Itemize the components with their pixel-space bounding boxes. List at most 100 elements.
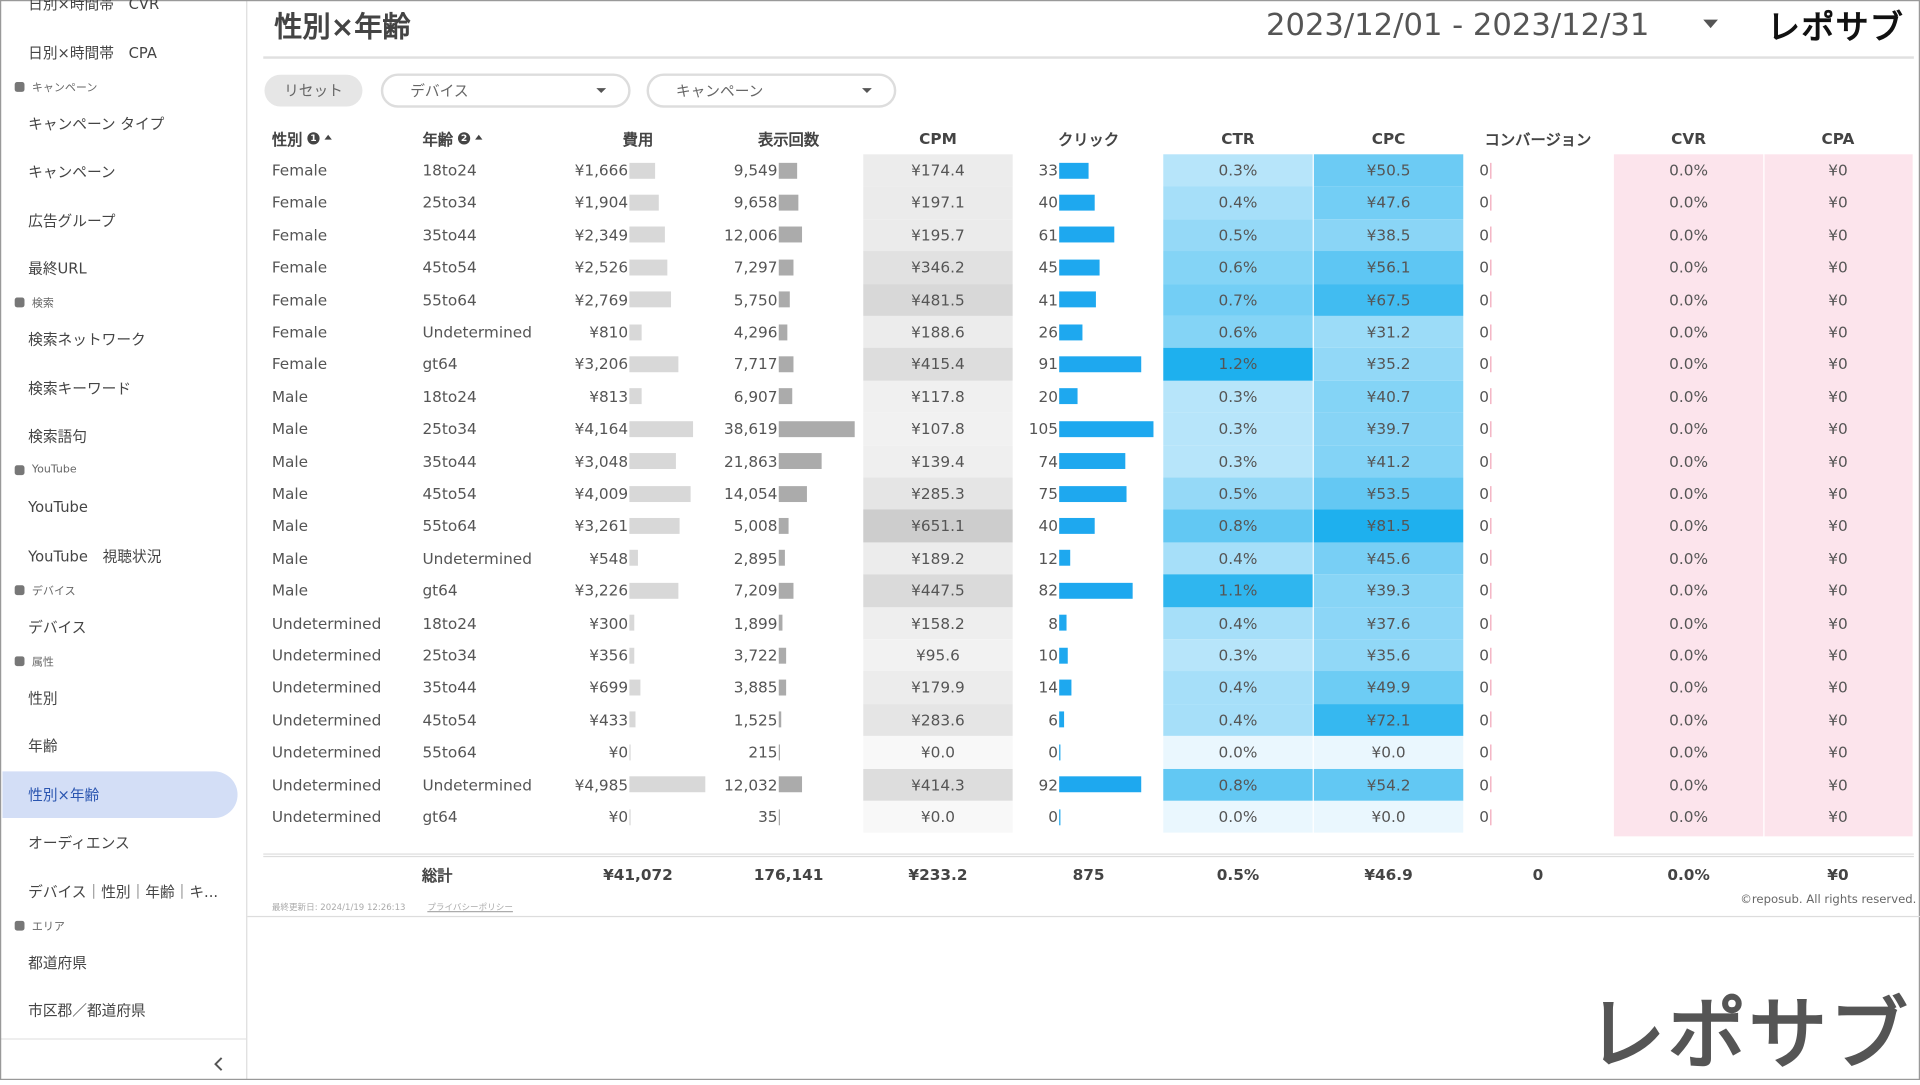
heat-cell xyxy=(1163,671,1313,704)
cell: 0.0% xyxy=(1669,322,1709,342)
cell: Male xyxy=(271,419,309,438)
data-bar xyxy=(1059,485,1127,502)
section-label: エリア xyxy=(31,920,65,934)
cell: 0.0% xyxy=(1669,678,1709,697)
data-bar xyxy=(1490,550,1492,567)
section-icon xyxy=(14,584,25,595)
cell: ¥0 xyxy=(1828,257,1848,277)
header-rule xyxy=(263,56,1914,59)
column-header[interactable]: CTR xyxy=(1221,129,1255,148)
heat-cell xyxy=(863,736,1013,769)
cell: ¥72.1 xyxy=(1366,710,1411,729)
cell: 0.0% xyxy=(1669,257,1709,277)
data-bar xyxy=(629,323,642,340)
cell: gt64 xyxy=(422,581,458,600)
heat-cell xyxy=(1163,251,1313,284)
data-bar xyxy=(1059,744,1061,761)
cell: ¥3,226 xyxy=(574,581,629,600)
cell: Undetermined xyxy=(271,775,382,794)
data-bar xyxy=(629,194,659,211)
column-header[interactable]: 性別 xyxy=(271,130,303,149)
nav-item[interactable]: YouTube 視聴状況 xyxy=(28,547,162,565)
data-bar xyxy=(1490,323,1492,340)
date-range[interactable]: 2023/12/01 - 2023/12/31 xyxy=(1265,6,1650,43)
cell: Male xyxy=(271,581,309,600)
cell: 0 xyxy=(1479,710,1489,729)
nav-item[interactable]: 検索語句 xyxy=(28,427,87,446)
cell: 0.0% xyxy=(1669,290,1709,309)
cell: Undetermined xyxy=(271,807,382,826)
column-header[interactable]: 年齢 xyxy=(422,130,454,149)
nav-item[interactable]: 検索キーワード xyxy=(28,379,132,397)
column-header[interactable]: CVR xyxy=(1671,129,1707,148)
column-header[interactable]: クリック xyxy=(1057,130,1120,149)
nav-item[interactable]: キャンペーン タイプ xyxy=(28,115,165,133)
cell: ¥0 xyxy=(1828,710,1848,729)
heat-cell xyxy=(1313,251,1464,284)
cell: ¥35.2 xyxy=(1366,354,1411,374)
column-header[interactable]: 費用 xyxy=(622,130,654,149)
column-header[interactable]: CPC xyxy=(1371,129,1406,148)
cell: 10 xyxy=(1038,645,1058,665)
nav-item[interactable]: YouTube xyxy=(28,498,88,516)
cell: ¥0 xyxy=(1828,775,1848,794)
date-caret[interactable] xyxy=(1703,19,1718,29)
filter-dropdown[interactable]: キャンペーン xyxy=(646,73,897,108)
nav-item[interactable]: 市区郡／都道府県 xyxy=(28,1002,146,1020)
cell: Male xyxy=(271,451,309,471)
data-bar xyxy=(1059,291,1096,308)
nav-item[interactable]: 日別×時間帯 CPA xyxy=(28,44,157,62)
nav-item[interactable]: 検索ネットワーク xyxy=(28,331,146,349)
column-header[interactable]: 表示回数 xyxy=(757,130,820,149)
nav-item[interactable]: 都道府県 xyxy=(28,953,87,972)
heat-cell xyxy=(863,154,1013,187)
cell: 0.4% xyxy=(1218,678,1258,697)
nav-item[interactable]: 日別×時間帯 CVR xyxy=(28,0,160,13)
cell: 0.0% xyxy=(1669,645,1709,665)
heat-cell xyxy=(863,639,1013,672)
nav-item[interactable]: オーディエンス xyxy=(28,834,130,852)
collapse-button[interactable] xyxy=(211,1056,228,1073)
cell: 75 xyxy=(1038,484,1058,503)
data-bar xyxy=(1490,808,1492,825)
cell: 0.0% xyxy=(1669,775,1709,794)
reset-button[interactable]: リセット xyxy=(264,74,363,107)
data-bar xyxy=(1490,420,1492,437)
nav-item[interactable]: 性別×年齢 xyxy=(28,786,100,804)
filter-dropdown[interactable]: デバイス xyxy=(380,73,631,108)
cell: ¥49.9 xyxy=(1366,678,1411,697)
cell: 0 xyxy=(1479,613,1489,632)
section-icon xyxy=(14,920,25,930)
data-bar xyxy=(1059,711,1065,728)
cell: 3,722 xyxy=(733,645,778,665)
privacy-link[interactable]: プライバシーポリシー xyxy=(427,902,513,913)
cell: 0.6% xyxy=(1218,322,1258,342)
data-bar xyxy=(778,356,794,373)
cell: 45 xyxy=(1038,257,1058,277)
data-bar xyxy=(629,517,680,534)
nav-item[interactable]: デバイス xyxy=(28,618,87,636)
cell: ¥38.5 xyxy=(1366,225,1411,245)
column-header[interactable]: コンバージョン xyxy=(1484,130,1592,149)
cell: 0.5% xyxy=(1218,225,1258,245)
nav-item[interactable]: 広告グループ xyxy=(28,211,116,229)
cell: 91 xyxy=(1038,354,1058,374)
nav-item[interactable]: 最終URL xyxy=(28,260,87,278)
heat-cell xyxy=(863,380,1013,413)
data-bar xyxy=(629,776,706,793)
cell: Undetermined xyxy=(271,678,382,697)
cell: ¥433 xyxy=(589,710,629,729)
column-header[interactable]: CPA xyxy=(1821,129,1855,148)
cell: 0.7% xyxy=(1218,290,1258,309)
nav-item[interactable]: 年齢 xyxy=(28,737,58,755)
cell: ¥0 xyxy=(1828,516,1848,535)
nav-item[interactable]: キャンペーン xyxy=(28,163,116,181)
heat-cell xyxy=(1163,380,1313,413)
cell: ¥197.1 xyxy=(911,193,965,212)
nav-item[interactable]: 性別 xyxy=(28,689,58,707)
column-header[interactable]: CPM xyxy=(919,129,957,148)
cell: 7,209 xyxy=(733,581,778,600)
cell: ¥285.3 xyxy=(911,484,965,503)
nav-item[interactable]: デバイス｜性別｜年齢｜キ... xyxy=(28,882,219,900)
